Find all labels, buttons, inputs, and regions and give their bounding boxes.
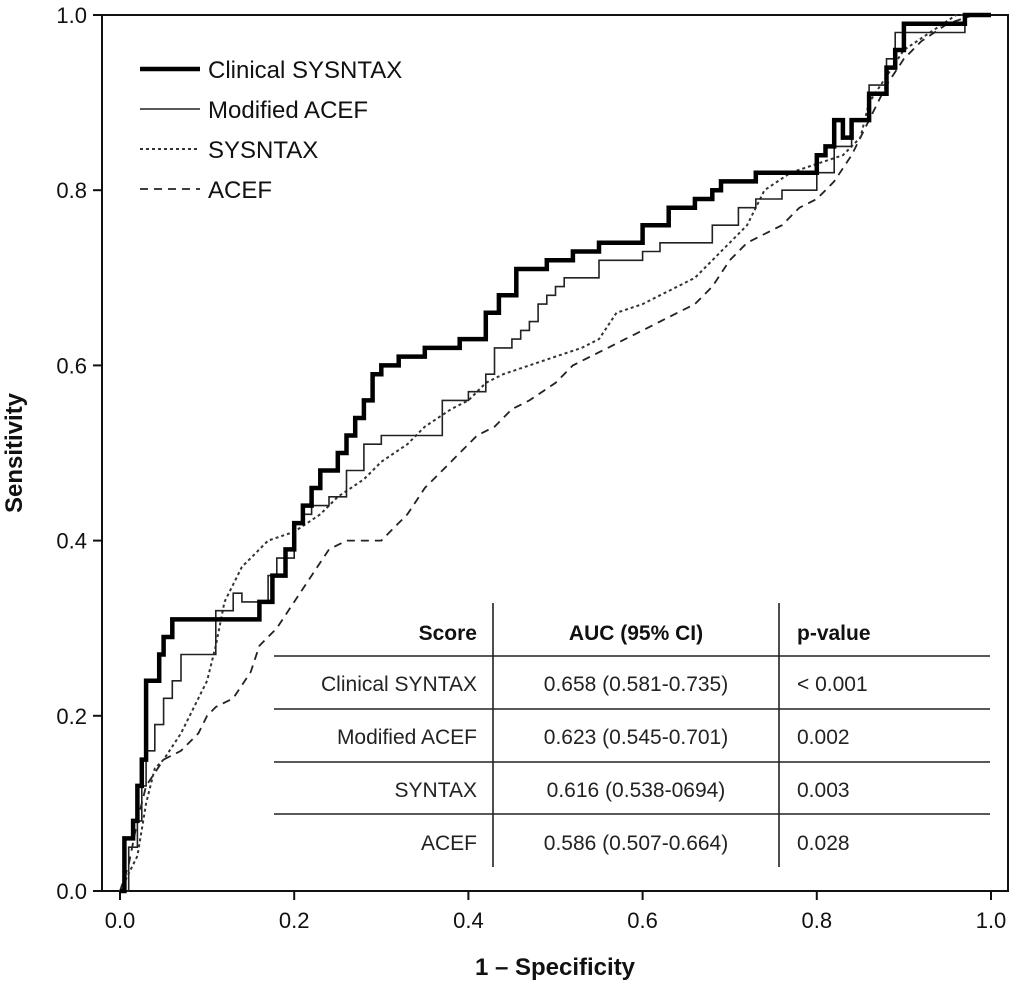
x-tick-label: 0.4	[453, 908, 484, 933]
table-cell-score: ACEF	[421, 832, 477, 855]
table-row: Clinical SYNTAX 0.658 (0.581-0.735) < 0.00…	[321, 673, 868, 696]
y-axis-ticks: 0.0 0.2 0.4 0.6 0.8 1.0	[56, 3, 102, 904]
legend-label: Modified ACEF	[208, 97, 368, 124]
table-cell-auc: 0.586 (0.507-0.664)	[544, 832, 728, 855]
y-tick-label: 0.0	[56, 879, 87, 904]
table-cell-score: Clinical SYNTAX	[321, 673, 477, 696]
table-cell-pvalue: 0.028	[797, 832, 850, 855]
table-cell-auc: 0.623 (0.545-0.701)	[544, 726, 728, 749]
y-axis-title: Sensitivity	[1, 392, 28, 513]
y-tick-label: 0.4	[56, 529, 87, 554]
x-tick-label: 0.0	[105, 908, 136, 933]
table-row: SYNTAX 0.616 (0.538-0694) 0.003	[395, 779, 850, 802]
plot-frame	[101, 14, 1009, 892]
legend-label: Clinical SYSNTAX	[208, 57, 402, 84]
table-cell-auc: 0.658 (0.581-0.735)	[544, 673, 728, 696]
series-line-clinical-sysntax	[120, 12, 991, 894]
table-cell-pvalue: < 0.001	[797, 673, 868, 696]
table-cell-score: SYNTAX	[395, 779, 477, 802]
x-tick-label: 0.8	[802, 908, 833, 933]
table-header-cell: AUC (95% CI)	[569, 622, 703, 645]
legend-label: ACEF	[208, 177, 272, 204]
series-line-acef	[119, 14, 991, 892]
x-tick-label: 0.6	[627, 908, 658, 933]
table-header-cell: p-value	[797, 622, 871, 645]
x-tick-label: 0.2	[279, 908, 310, 933]
table-row: ACEF 0.586 (0.507-0.664) 0.028	[421, 832, 850, 855]
y-tick-label: 1.0	[56, 3, 87, 28]
y-tick-label: 0.8	[56, 178, 87, 203]
table-cell-pvalue: 0.002	[797, 726, 850, 749]
series-line-modified-acef	[120, 14, 991, 892]
y-tick-label: 0.6	[56, 353, 87, 378]
x-tick-label: 1.0	[976, 908, 1007, 933]
y-tick-label: 0.2	[56, 704, 87, 729]
table-cell-pvalue: 0.003	[797, 779, 850, 802]
legend: Clinical SYSNTAX Modified ACEF SYSNTAX ACEF	[140, 57, 402, 204]
series-line-sysntax	[119, 14, 991, 892]
x-axis-ticks: 0.0 0.2 0.4 0.6 0.8 1.0	[105, 891, 1007, 933]
auc-table: Score AUC (95% CI) p-value Clinical SYNTAX 0…	[274, 603, 990, 867]
series-layer	[119, 12, 991, 894]
table-cell-auc: 0.616 (0.538-0694)	[547, 779, 726, 802]
table-cell-score: Modified ACEF	[337, 726, 477, 749]
table-header-cell: Score	[419, 622, 477, 645]
table-row: Modified ACEF 0.623 (0.545-0.701) 0.002	[337, 726, 850, 749]
x-axis-title: 1 – Specificity	[475, 954, 636, 981]
legend-label: SYSNTAX	[208, 137, 318, 164]
